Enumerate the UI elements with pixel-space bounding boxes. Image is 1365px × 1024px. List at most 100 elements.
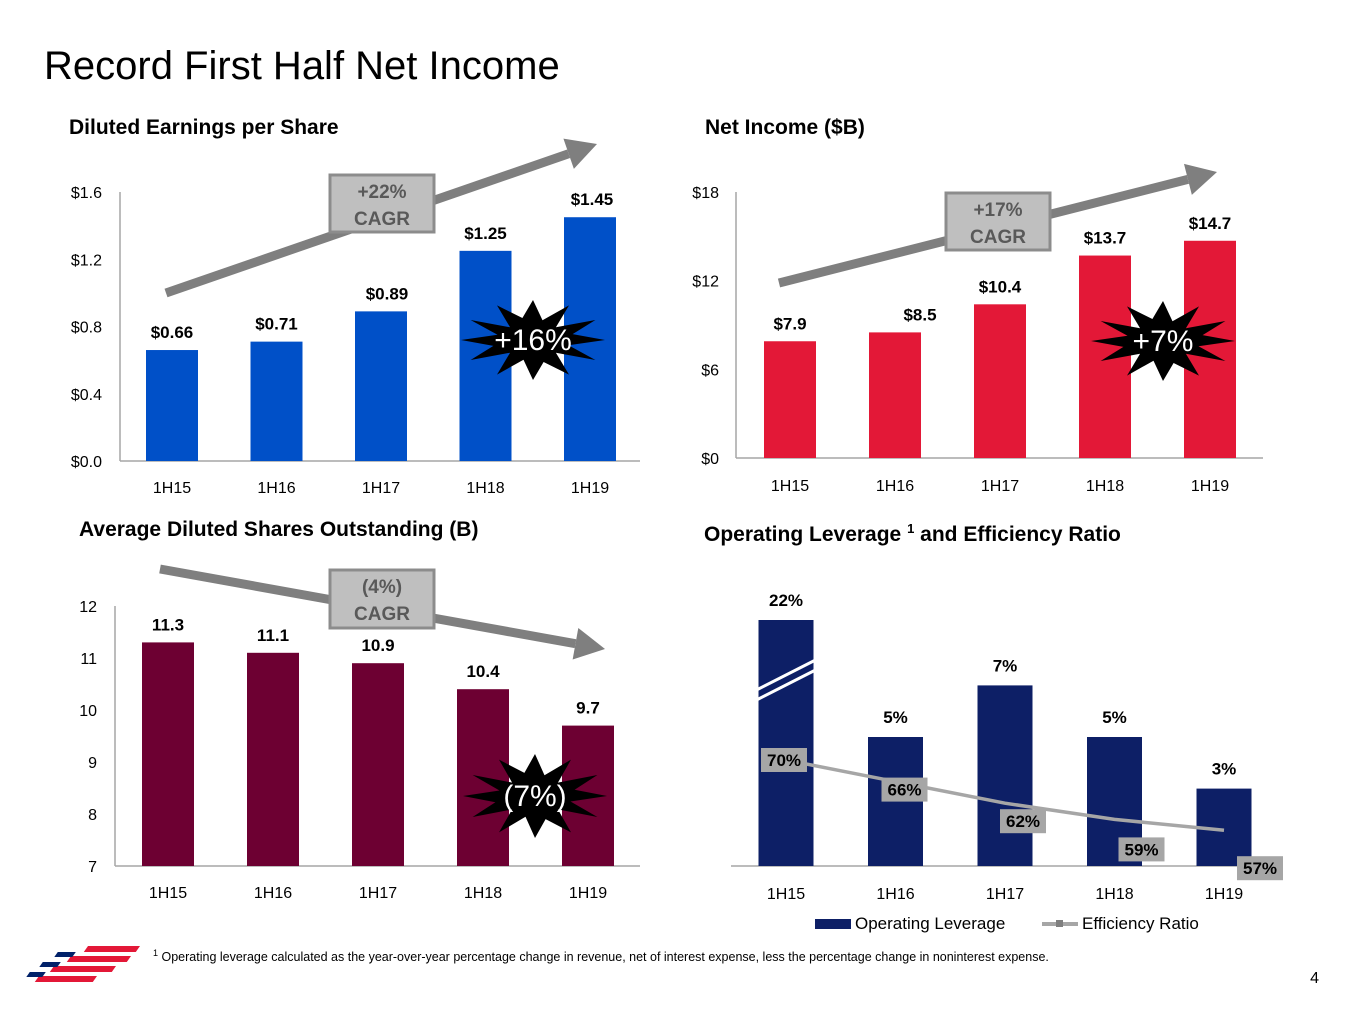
- shares-chart-title: Average Diluted Shares Outstanding (B): [79, 518, 479, 541]
- shares-trend-arrow-head: [572, 627, 605, 660]
- x-tick-label: 1H18: [466, 480, 504, 497]
- data-label: $10.4: [979, 277, 1022, 296]
- eps-cagr-label: CAGR: [354, 209, 410, 230]
- efficiency-data-label: 62%: [1006, 812, 1040, 831]
- x-tick-label: 1H18: [1086, 478, 1124, 495]
- x-tick-label: 1H16: [257, 480, 295, 497]
- page-number: 4: [1310, 970, 1319, 987]
- eps-cagr-value: +22%: [357, 182, 406, 203]
- bar-1h17: [352, 663, 404, 866]
- eps-growth-burst-label: +16%: [494, 324, 572, 357]
- bar-data-label: 3%: [1212, 760, 1237, 779]
- x-tick-label: 1H19: [1191, 478, 1229, 495]
- x-tick-label: 1H16: [254, 885, 292, 902]
- bar-1h15: [142, 642, 194, 866]
- bar-1h16: [869, 332, 921, 458]
- legend-efficiency-ratio-label: Efficiency Ratio: [1082, 914, 1199, 933]
- legend-efficiency-ratio: Efficiency Ratio: [1042, 914, 1199, 934]
- ni-cagr-label: CAGR: [970, 227, 1026, 248]
- y-tick-label: 11: [80, 651, 97, 668]
- data-label: 11.1: [257, 626, 289, 645]
- efficiency-data-label: 66%: [887, 781, 921, 800]
- legend-bar-swatch: [815, 919, 851, 929]
- efficiency-label-box: [1118, 837, 1165, 862]
- x-tick-label: 1H18: [464, 885, 502, 902]
- data-label: $0.89: [366, 284, 409, 303]
- ni-growth-burst-label: +7%: [1133, 325, 1194, 358]
- eps-growth-burst-shape: [461, 300, 605, 380]
- y-tick-label: $0.4: [71, 387, 102, 404]
- op-leverage-footnote-marker: 1: [907, 521, 915, 536]
- bar-data-label: 5%: [883, 708, 908, 727]
- efficiency-data-label: 57%: [1243, 859, 1277, 878]
- shares-cagr-box: [328, 568, 436, 630]
- efficiency-label-box: [1000, 809, 1046, 834]
- bar-1h15: [146, 350, 198, 461]
- x-tick-label: 1H15: [771, 478, 809, 495]
- axis-break-line: [755, 658, 817, 692]
- ni-cagr-box: [944, 191, 1052, 252]
- x-tick-label: 1H17: [981, 478, 1019, 495]
- op-leverage-title-text: Operating Leverage: [704, 523, 902, 546]
- efficiency-label-box: [881, 777, 928, 802]
- bar-1h17: [974, 304, 1026, 458]
- x-tick-label: 1H17: [362, 480, 400, 497]
- legend-line-swatch: [1042, 920, 1078, 927]
- x-tick-label: 1H16: [876, 886, 914, 903]
- ni-growth-burst-shape: [1091, 301, 1235, 381]
- y-tick-label: 9: [88, 755, 97, 772]
- ni-cagr-value: +17%: [973, 200, 1022, 221]
- bar-1h17: [355, 311, 407, 461]
- footnote-text: Operating leverage calculated as the yea…: [161, 950, 1049, 965]
- data-label: 9.7: [576, 699, 600, 718]
- data-label: 11.3: [152, 615, 184, 634]
- data-label: $0.66: [151, 323, 194, 342]
- axis-break-line: [755, 668, 817, 702]
- x-tick-label: 1H17: [986, 886, 1024, 903]
- data-label: $0.71: [255, 315, 298, 334]
- x-tick-label: 1H16: [876, 478, 914, 495]
- ni-trend-arrow-head: [1183, 163, 1217, 195]
- eps-chart-title: Diluted Earnings per Share: [69, 116, 339, 139]
- eps-trend-arrow-head: [563, 138, 597, 169]
- shares-cagr-label: CAGR: [354, 604, 410, 625]
- y-tick-label: 10: [79, 703, 97, 720]
- page-title: Record First Half Net Income: [44, 44, 560, 88]
- y-tick-label: $0.8: [71, 320, 102, 337]
- op-leverage-title-suffix: and Efficiency Ratio: [920, 523, 1121, 546]
- efficiency-data-label: 59%: [1124, 840, 1158, 859]
- y-tick-label: $12: [692, 274, 719, 291]
- efficiency-label-box: [761, 748, 807, 772]
- bar-1h16: [250, 341, 303, 461]
- efficiency-ratio-line: [785, 758, 1225, 832]
- y-tick-label: 7: [88, 859, 97, 876]
- data-label: 10.9: [361, 636, 394, 655]
- x-tick-label: 1H15: [153, 480, 191, 497]
- x-tick-label: 1H17: [359, 885, 397, 902]
- y-tick-label: $18: [692, 185, 719, 202]
- y-tick-label: 12: [79, 599, 97, 616]
- net-income-chart-title: Net Income ($B): [705, 116, 865, 139]
- bar-1h15: [758, 620, 814, 866]
- bar-data-label: 22%: [769, 591, 803, 610]
- x-tick-label: 1H19: [569, 885, 607, 902]
- footnote: 1 Operating leverage calculated as the y…: [153, 948, 1049, 964]
- eps-cagr-box: [328, 173, 436, 234]
- data-label: $1.25: [464, 224, 507, 243]
- data-label: $14.7: [1189, 214, 1232, 233]
- op-leverage-chart-title: Operating Leverage 1 and Efficiency Rati…: [704, 521, 1121, 547]
- bar-1h16: [247, 652, 299, 866]
- y-tick-label: $1.2: [71, 252, 102, 269]
- x-tick-label: 1H18: [1095, 886, 1133, 903]
- x-tick-label: 1H15: [149, 885, 187, 902]
- bar-data-label: 5%: [1102, 708, 1127, 727]
- shares-decline-burst-label: (7%): [503, 780, 566, 813]
- data-label: 10.4: [466, 662, 500, 681]
- x-tick-label: 1H15: [767, 886, 805, 903]
- data-label: $1.45: [571, 190, 614, 209]
- y-tick-label: 8: [88, 807, 97, 824]
